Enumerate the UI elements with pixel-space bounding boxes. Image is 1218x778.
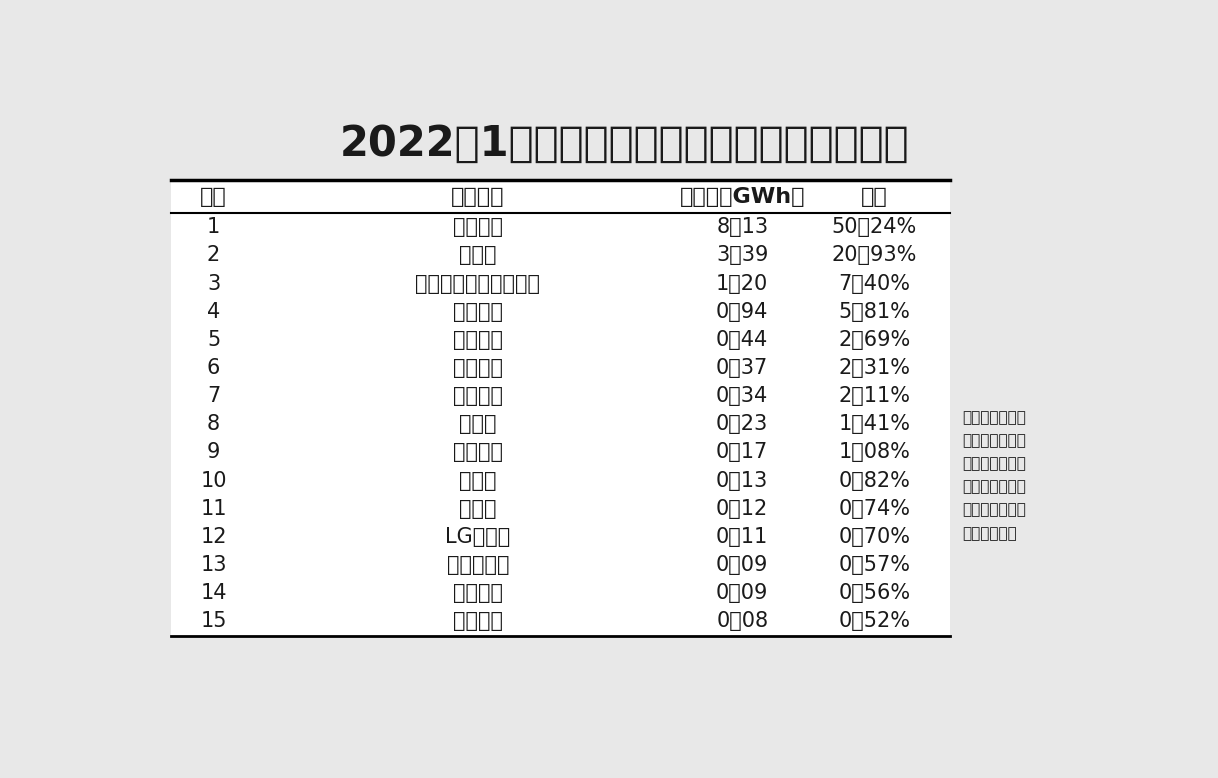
Text: 0．70%: 0．70% <box>838 527 910 547</box>
Text: LG新能源: LG新能源 <box>446 527 510 547</box>
Text: 7: 7 <box>207 386 220 406</box>
Text: 0．12: 0．12 <box>716 499 769 519</box>
Text: 瑞浦能源: 瑞浦能源 <box>453 584 503 603</box>
Text: 2．31%: 2．31% <box>838 358 910 378</box>
Text: 8．13: 8．13 <box>716 217 769 237</box>
Text: 值方式计算，按: 值方式计算，按 <box>962 479 1026 495</box>
Text: 0．82%: 0．82% <box>838 471 910 491</box>
Text: 占比: 占比 <box>861 187 888 207</box>
Text: 5．81%: 5．81% <box>838 302 910 322</box>
Text: 0．57%: 0．57% <box>838 555 910 575</box>
Text: 鹏辉能源: 鹏辉能源 <box>453 612 503 632</box>
Text: 比亚迪: 比亚迪 <box>459 245 497 265</box>
Text: 孚能科技: 孚能科技 <box>453 386 503 406</box>
Text: 8: 8 <box>207 415 220 434</box>
Text: 型产品采取平均: 型产品采取平均 <box>962 457 1026 471</box>
Text: 2: 2 <box>207 245 220 265</box>
Text: 序号: 序号 <box>200 187 227 207</box>
Text: 塔菲尔: 塔菲尔 <box>459 471 497 491</box>
Text: 10: 10 <box>200 471 227 491</box>
Text: 50．24%: 50．24% <box>832 217 917 237</box>
Text: 0．37: 0．37 <box>716 358 769 378</box>
Text: 0．08: 0．08 <box>716 612 769 632</box>
Text: 北电爱思特: 北电爱思特 <box>447 555 509 575</box>
Text: 0．23: 0．23 <box>716 415 769 434</box>
Text: 多氟多: 多氟多 <box>459 499 497 519</box>
Text: 1: 1 <box>207 217 220 237</box>
Text: 12: 12 <box>200 527 227 547</box>
Text: 5: 5 <box>207 330 220 350</box>
Text: 0．34: 0．34 <box>716 386 769 406</box>
Text: 0．94: 0．94 <box>716 302 769 322</box>
Text: 欣旺达: 欣旺达 <box>459 415 497 434</box>
Text: 3: 3 <box>207 274 220 293</box>
Text: 0．09: 0．09 <box>716 584 769 603</box>
Text: 宁德时代: 宁德时代 <box>453 217 503 237</box>
Text: 电车型选取储电: 电车型选取储电 <box>962 503 1026 517</box>
Text: 1．20: 1．20 <box>716 274 769 293</box>
Text: 11: 11 <box>200 499 227 519</box>
Text: 0．11: 0．11 <box>716 527 769 547</box>
Text: 2．69%: 2．69% <box>838 330 911 350</box>
Text: 0．44: 0．44 <box>716 330 769 350</box>
Text: 3．39: 3．39 <box>716 245 769 265</box>
Text: 15: 15 <box>200 612 227 632</box>
Text: 0．17: 0．17 <box>716 443 769 462</box>
Text: 中创新航（中航锂电）: 中创新航（中航锂电） <box>415 274 541 293</box>
Text: 捷威动力: 捷威动力 <box>453 443 503 462</box>
Text: 13: 13 <box>200 555 227 575</box>
Text: 企业名称: 企业名称 <box>451 187 504 207</box>
Text: 0．13: 0．13 <box>716 471 769 491</box>
Text: 0．56%: 0．56% <box>838 584 910 603</box>
Text: 2022年1月国内动力电池企业装车量前十五名: 2022年1月国内动力电池企业装车量前十五名 <box>340 124 909 165</box>
Text: 蜂巢能源: 蜂巢能源 <box>453 330 503 350</box>
Text: 注：对多家电池: 注：对多家电池 <box>962 410 1026 426</box>
Text: 0．74%: 0．74% <box>838 499 910 519</box>
Text: 7．40%: 7．40% <box>838 274 910 293</box>
Text: 9: 9 <box>207 443 220 462</box>
Text: 14: 14 <box>200 584 227 603</box>
Text: 量最大值计算: 量最大值计算 <box>962 526 1017 541</box>
Text: 国轩高科: 国轩高科 <box>453 302 503 322</box>
Text: 企业配套同一车: 企业配套同一车 <box>962 433 1026 448</box>
Text: 1．08%: 1．08% <box>838 443 910 462</box>
Text: 20．93%: 20．93% <box>832 245 917 265</box>
Text: 装车量（GWh）: 装车量（GWh） <box>680 187 805 207</box>
Text: 1．41%: 1．41% <box>838 415 910 434</box>
Text: 2．11%: 2．11% <box>838 386 910 406</box>
Text: 6: 6 <box>207 358 220 378</box>
Text: 亿纬锂能: 亿纬锂能 <box>453 358 503 378</box>
Bar <box>171 180 950 636</box>
Text: 0．52%: 0．52% <box>838 612 910 632</box>
Text: 0．09: 0．09 <box>716 555 769 575</box>
Text: 4: 4 <box>207 302 220 322</box>
